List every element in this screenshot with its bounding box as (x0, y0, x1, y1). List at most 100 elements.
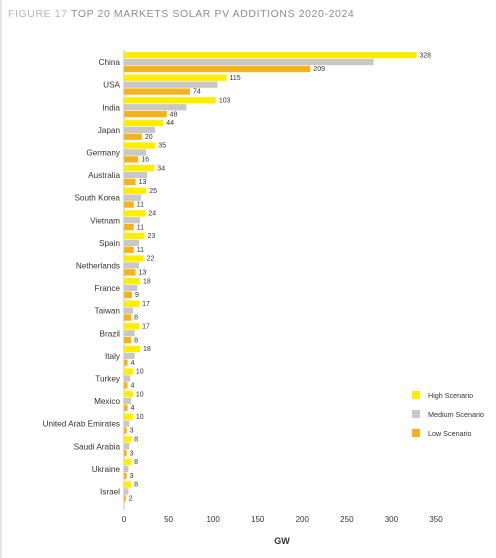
value-label: 4 (131, 405, 135, 412)
value-label: 17 (142, 301, 150, 308)
bar-low-scenario (124, 224, 134, 231)
x-tick-label: 200 (296, 515, 310, 524)
category-label: Israel (100, 487, 120, 496)
value-label: 11 (137, 202, 144, 209)
bar-high-scenario (124, 481, 132, 488)
value-label: 4 (131, 383, 135, 390)
bar-medium-scenario (124, 352, 135, 359)
value-label: 13 (139, 179, 147, 186)
value-label: 16 (141, 157, 149, 164)
bar-low-scenario (124, 404, 128, 412)
value-label: 24 (148, 211, 156, 218)
figure-title-text: TOP 20 MARKETS SOLAR PV ADDITIONS 2020-2… (71, 8, 355, 20)
value-label: 44 (166, 120, 174, 127)
bar-medium-scenario (124, 126, 156, 133)
figure-title: FIGURE 17 TOP 20 MARKETS SOLAR PV ADDITI… (8, 8, 354, 20)
bar-low-scenario (124, 337, 132, 344)
legend-label: Medium Scenario (428, 410, 484, 419)
value-label: 2 (129, 496, 133, 503)
value-label: 11 (137, 224, 144, 231)
category-label: South Korea (74, 194, 120, 203)
value-label: 328 (419, 52, 431, 59)
bar-low-scenario (124, 314, 132, 321)
bar-medium-scenario (124, 443, 130, 450)
value-label: 8 (134, 437, 138, 444)
bar-medium-scenario (124, 262, 140, 269)
value-label: 11 (137, 247, 144, 254)
bar-low-scenario (124, 495, 126, 502)
bar-high-scenario (124, 210, 146, 217)
value-label: 20 (145, 134, 153, 141)
value-label: 4 (131, 360, 135, 367)
bar-high-scenario (124, 413, 133, 420)
value-label: 10 (136, 369, 144, 376)
bar-high-scenario (124, 74, 227, 81)
bar-low-scenario (124, 201, 134, 208)
bar-high-scenario (124, 187, 147, 194)
category-label: Netherlands (76, 261, 120, 270)
bar-high-scenario (124, 119, 164, 127)
category-label: Saudi Arabia (74, 442, 121, 451)
legend-swatch (412, 410, 420, 418)
bar-high-scenario (124, 52, 417, 59)
bar-low-scenario (124, 450, 127, 457)
legend-swatch (412, 429, 420, 437)
x-tick-label: 0 (122, 515, 127, 524)
bar-medium-scenario (124, 307, 133, 314)
bar-high-scenario (124, 323, 140, 330)
category-label: Brazil (100, 329, 121, 338)
category-label: China (99, 58, 121, 67)
bar-medium-scenario (124, 375, 131, 382)
bar-high-scenario (124, 142, 156, 149)
bar-medium-scenario (124, 330, 135, 337)
bar-low-scenario (124, 427, 127, 434)
bar-low-scenario (124, 156, 139, 163)
bar-low-scenario (124, 291, 133, 299)
value-label: 103 (219, 98, 231, 105)
bar-medium-scenario (124, 217, 141, 224)
value-label: 10 (136, 414, 144, 421)
category-label: United Arab Emirates (43, 420, 120, 429)
value-label: 3 (130, 473, 134, 480)
category-label: Italy (105, 352, 121, 361)
bar-medium-scenario (124, 420, 130, 427)
bar-high-scenario (124, 232, 145, 240)
bar-low-scenario (124, 382, 128, 389)
category-label: Ukraine (92, 465, 121, 474)
bar-high-scenario (124, 436, 132, 443)
bar-low-scenario (124, 359, 128, 366)
category-label: Spain (99, 239, 120, 248)
category-label: France (95, 284, 121, 293)
bar-high-scenario (124, 255, 144, 262)
category-label: India (102, 103, 120, 112)
bar-medium-scenario (124, 397, 132, 405)
bar-low-scenario (124, 133, 142, 140)
value-label: 8 (134, 482, 138, 489)
value-label: 3 (130, 428, 134, 435)
value-label: 18 (143, 278, 151, 285)
bar-low-scenario (124, 65, 311, 73)
value-label: 115 (230, 75, 241, 82)
value-label: 209 (313, 66, 325, 73)
category-label: Germany (86, 148, 121, 157)
value-label: 8 (134, 459, 138, 466)
x-tick-label: 300 (385, 515, 399, 524)
bar-medium-scenario (124, 194, 141, 201)
value-label: 23 (148, 233, 156, 240)
bar-high-scenario (124, 278, 141, 285)
bar-medium-scenario (124, 58, 374, 66)
bar-medium-scenario (124, 171, 148, 179)
category-label: Taiwan (95, 307, 121, 316)
value-label: 8 (134, 337, 138, 344)
legend-swatch (412, 391, 420, 399)
value-label: 22 (147, 256, 155, 263)
x-tick-label: 50 (164, 515, 173, 524)
category-label: Japan (98, 126, 121, 135)
value-label: 35 (158, 143, 166, 150)
value-label: 18 (143, 346, 151, 353)
bar-medium-scenario (124, 104, 187, 111)
category-label: USA (103, 81, 120, 90)
x-axis-title: GW (274, 536, 290, 546)
bar-low-scenario (124, 269, 136, 276)
